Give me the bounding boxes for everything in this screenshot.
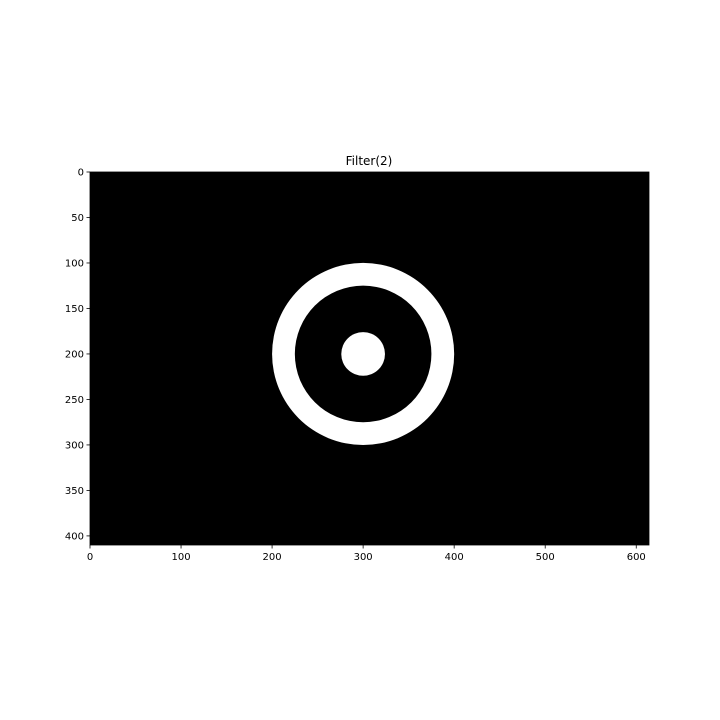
x-tick-label: 0 <box>87 552 93 563</box>
chart-title: Filter(2) <box>346 154 393 168</box>
y-tick-label: 0 <box>78 168 84 179</box>
x-tick-label: 600 <box>627 552 646 563</box>
x-tick-label: 200 <box>263 552 282 563</box>
x-tick-label: 500 <box>536 552 555 563</box>
y-tick-label: 300 <box>65 440 84 451</box>
y-tick-label: 150 <box>65 304 84 315</box>
y-tick-label: 200 <box>65 349 84 360</box>
axes-frame <box>89 171 650 546</box>
y-tick-label: 250 <box>65 395 84 406</box>
y-tick-label: 50 <box>71 213 84 224</box>
x-tick-label: 300 <box>354 552 373 563</box>
center-disk-1 <box>341 332 385 376</box>
x-tick-label: 400 <box>445 552 464 563</box>
filtered-image <box>89 171 650 546</box>
x-axis: 0 100 200 300 400 500 600 <box>87 545 646 563</box>
y-tick-label: 100 <box>65 258 84 269</box>
x-tick-label: 100 <box>171 552 190 563</box>
y-tick-label: 400 <box>65 531 84 542</box>
y-tick-label: 350 <box>65 486 84 497</box>
y-axis: 0 50 100 150 200 250 300 350 400 <box>65 168 90 542</box>
